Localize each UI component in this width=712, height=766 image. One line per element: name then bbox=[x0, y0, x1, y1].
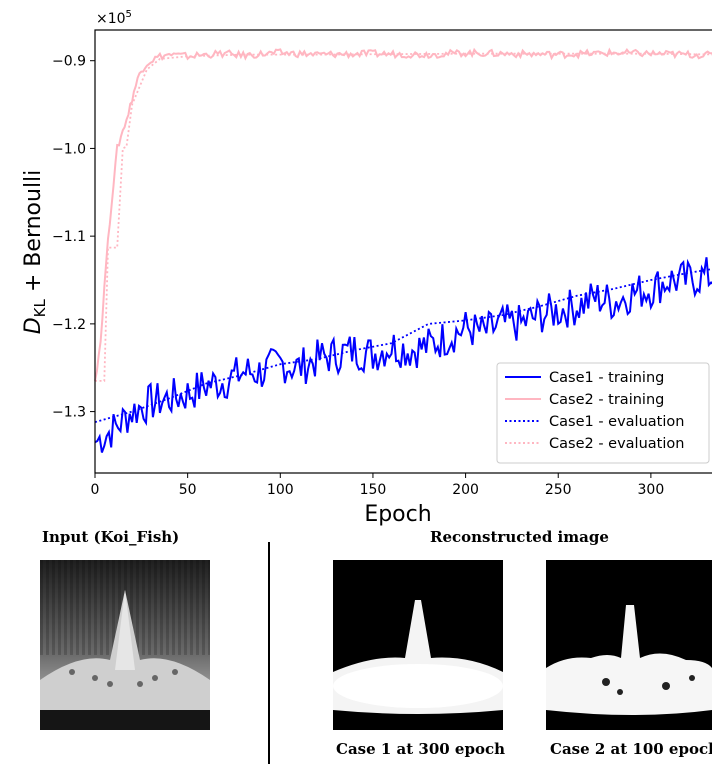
loss-chart: 0 50 100 150 200 250 300 −0.9 −1.0 −1.1 −1.2 −1.3 ×… bbox=[21, 9, 712, 527]
legend-box bbox=[496, 362, 710, 464]
legend-label: Case2 - evaluation bbox=[549, 436, 684, 452]
y-tick-label: −0.9 bbox=[52, 54, 86, 70]
case2-caption: Case 2 at 100 epoch bbox=[550, 740, 712, 758]
y-tick-label: −1.3 bbox=[52, 405, 86, 421]
x-tick-label: 0 bbox=[91, 482, 100, 498]
case2-reconstruction bbox=[546, 560, 712, 730]
series-line-case2-training bbox=[94, 47, 712, 382]
legend: Case1 - training Case2 - training Case1 - … bbox=[496, 362, 710, 464]
legend-label: Case1 - training bbox=[549, 370, 664, 386]
series-line-case1-training bbox=[94, 257, 712, 453]
series-line-case2-evaluation bbox=[95, 52, 712, 382]
panel-divider bbox=[268, 542, 270, 764]
plot-frame bbox=[94, 29, 712, 474]
legend-label: Case1 - evaluation bbox=[549, 414, 684, 430]
x-tick-label: 50 bbox=[179, 482, 197, 498]
x-axis-label: Epoch bbox=[364, 502, 431, 527]
case1-caption: Case 1 at 300 epoch bbox=[336, 740, 506, 758]
y-tick-label: −1.0 bbox=[52, 141, 86, 157]
case1-reconstruction bbox=[333, 560, 503, 730]
x-tick-label: 100 bbox=[267, 482, 294, 498]
x-tick-label: 150 bbox=[360, 482, 387, 498]
y-scale-label: ×105 bbox=[96, 9, 132, 27]
input-title: Input (Koi_Fish) bbox=[42, 528, 180, 546]
legend-label: Case2 - training bbox=[549, 392, 664, 408]
input-image bbox=[40, 560, 210, 730]
y-tick-label: −1.2 bbox=[52, 317, 86, 333]
series-line-case1-evaluation bbox=[94, 268, 712, 423]
x-tick-label: 250 bbox=[545, 482, 572, 498]
y-tick-label: −1.1 bbox=[52, 229, 86, 245]
x-tick-label: 200 bbox=[452, 482, 479, 498]
x-tick-label: 300 bbox=[638, 482, 665, 498]
reconstructed-title: Reconstructed image bbox=[430, 528, 609, 546]
y-axis-label: DKL + Bernoulli bbox=[21, 170, 49, 335]
